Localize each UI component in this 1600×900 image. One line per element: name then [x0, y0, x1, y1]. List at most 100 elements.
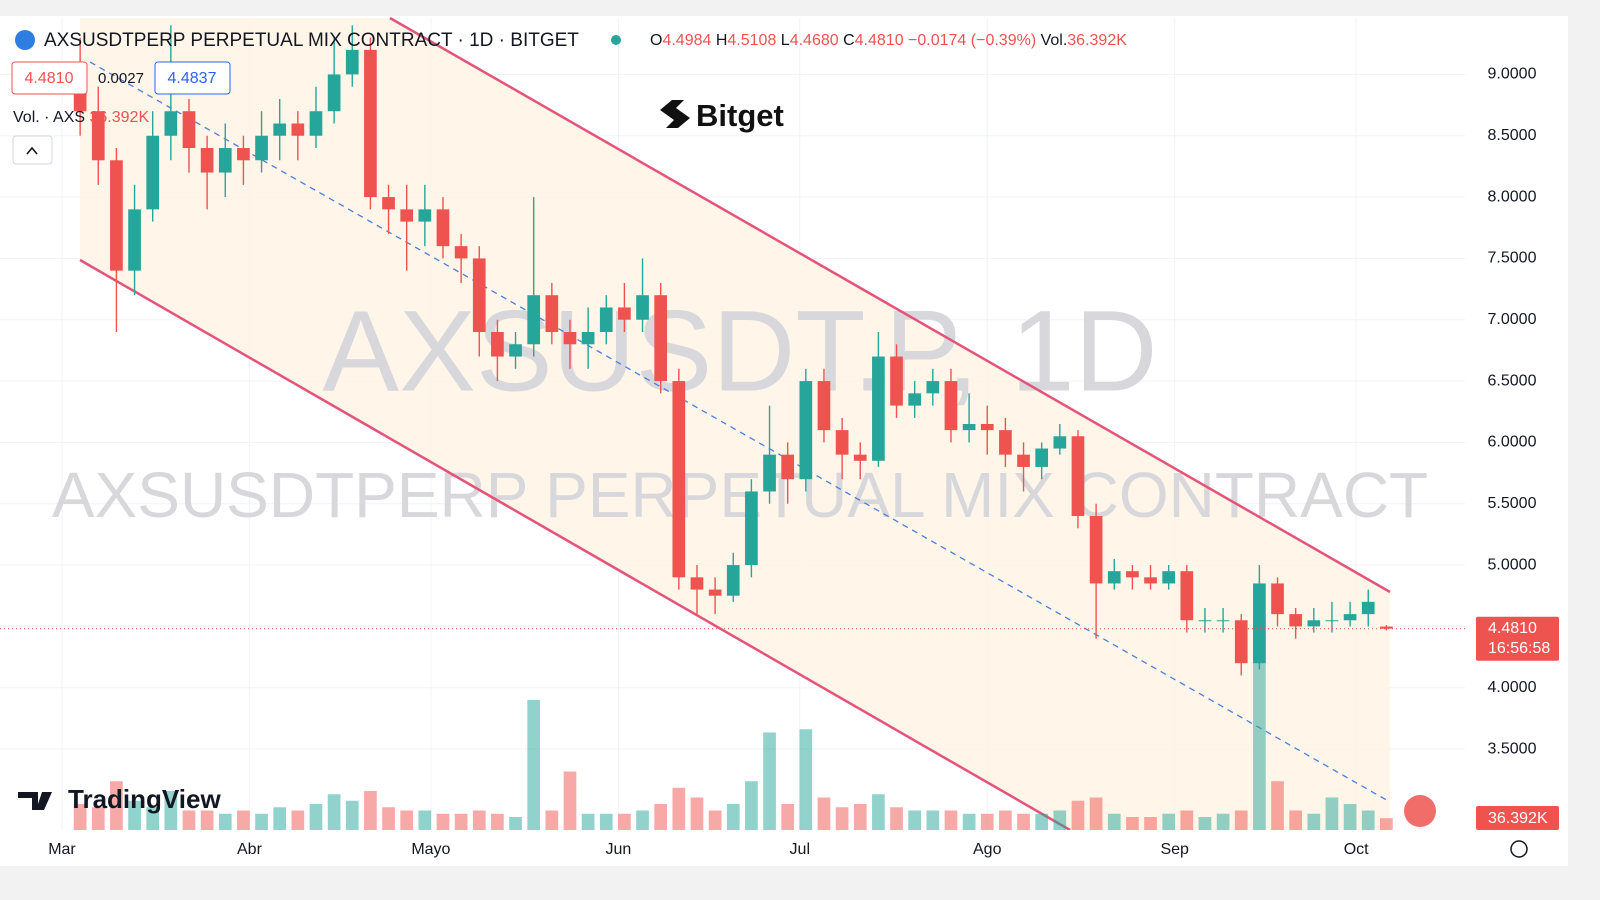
volume-bar — [73, 804, 87, 830]
volume-bar — [980, 813, 994, 830]
price-badge-value: 4.4810 — [1488, 620, 1537, 637]
volume-bar — [182, 810, 196, 830]
volume-bar — [1325, 797, 1339, 830]
candle-body — [1180, 571, 1194, 621]
volume-bar — [309, 804, 323, 830]
volume-bar — [1234, 810, 1248, 830]
ask-box[interactable] — [154, 61, 231, 95]
candle-body — [962, 424, 976, 431]
candle-body — [400, 209, 414, 222]
price-axis — [1465, 16, 1568, 866]
candle-body — [1216, 620, 1230, 622]
candle-body — [1089, 515, 1103, 584]
volume-bar — [1271, 781, 1284, 830]
x-tick-label: Mar — [48, 841, 76, 858]
candle-body — [1162, 571, 1176, 584]
volume-bar — [563, 771, 577, 830]
watermark: AXSUSDTPERP PERPETUAL MIX CONTRACT — [52, 459, 1428, 531]
bid-box[interactable] — [11, 61, 88, 95]
bid-price: 4.4810 — [25, 70, 74, 87]
volume-bar — [690, 797, 704, 830]
volume-bar — [436, 813, 450, 830]
axes: 3.50004.00004.50005.00005.50006.00006.50… — [48, 66, 1559, 858]
candle-body — [527, 295, 541, 345]
volume-bar — [1253, 618, 1266, 830]
candle-body — [618, 307, 631, 320]
flag-icon[interactable] — [1404, 795, 1436, 827]
candle-body — [164, 111, 178, 136]
volume-bar — [781, 804, 795, 830]
candle-body — [781, 454, 795, 480]
collapse-button[interactable] — [12, 135, 53, 165]
y-tick-label: 6.0000 — [1488, 434, 1537, 451]
x-tick-label: Sep — [1160, 841, 1189, 858]
volume-bar — [1380, 818, 1393, 830]
candle-body — [1253, 583, 1266, 664]
volume-bar — [745, 781, 758, 830]
candle-body — [1361, 601, 1375, 615]
candle-body — [1017, 454, 1030, 467]
volume-bar — [218, 813, 232, 830]
ohlc-legend: O4.4984 H4.5108 L4.4680 C4.4810 −0.0174 … — [650, 32, 1127, 49]
candle-body — [690, 577, 704, 590]
platform: TradingView — [68, 784, 221, 814]
volume-bar — [599, 813, 613, 830]
volume-bar — [799, 729, 813, 830]
candle-body — [835, 430, 849, 455]
candle-body — [273, 123, 287, 136]
brand: Bitget — [696, 98, 784, 133]
candle-body — [1325, 620, 1339, 622]
volume-bar — [1343, 804, 1357, 830]
y-tick-label: 7.0000 — [1488, 311, 1537, 328]
candle-body — [908, 393, 922, 406]
volume-bar — [872, 794, 885, 830]
candle-body — [1053, 436, 1067, 449]
volume-bar — [1180, 810, 1194, 830]
candle-body — [1343, 614, 1357, 621]
settings-icon[interactable] — [1510, 840, 1528, 858]
channel-lower — [79, 258, 1071, 832]
volume-bar — [1216, 813, 1230, 830]
candle-body — [146, 135, 160, 210]
candle-body — [182, 111, 196, 149]
y-tick-label: 5.5000 — [1488, 495, 1537, 512]
candle-body — [708, 589, 722, 596]
ohlc-value: 4.4984 — [662, 32, 711, 49]
volume-bar — [1107, 813, 1121, 830]
volume-bar — [999, 810, 1012, 830]
volume-bar — [1035, 813, 1049, 830]
volume-bar — [255, 813, 268, 830]
candle-body — [1035, 448, 1049, 467]
candle-body — [364, 49, 377, 198]
volume-bar — [1361, 810, 1375, 830]
volume-bar — [1053, 810, 1067, 830]
candle-body — [980, 424, 994, 431]
volume-bar — [509, 817, 522, 830]
volume-layer — [73, 618, 1393, 830]
volume-bar — [364, 791, 377, 830]
y-tick-label: 8.5000 — [1488, 127, 1537, 144]
candle-body — [890, 356, 903, 406]
y-tick-label: 4.0000 — [1488, 679, 1537, 696]
candle-body — [853, 454, 867, 461]
candle-body — [999, 430, 1012, 455]
brand-logo — [660, 100, 690, 128]
y-tick-label: 6.5000 — [1488, 372, 1537, 389]
candle-body — [291, 123, 305, 136]
candle-body — [1271, 583, 1284, 615]
candle-body — [926, 381, 940, 394]
candle-body — [382, 197, 395, 210]
candle-body — [944, 381, 958, 431]
volume-badge-value: 36.392K — [1488, 810, 1548, 827]
candle-body — [255, 135, 268, 161]
candle-body — [1107, 571, 1121, 584]
volume-bar — [908, 810, 922, 830]
volume-bar — [200, 810, 214, 830]
price-badge-countdown: 16:56:58 — [1488, 640, 1550, 657]
volume-bar — [1289, 810, 1303, 830]
channel-mid — [89, 61, 1391, 803]
volume-bar — [763, 732, 776, 830]
chart-title: AXSUSDTPERP PERPETUAL MIX CONTRACT · 1D … — [44, 30, 579, 51]
platform-logo — [18, 792, 52, 810]
